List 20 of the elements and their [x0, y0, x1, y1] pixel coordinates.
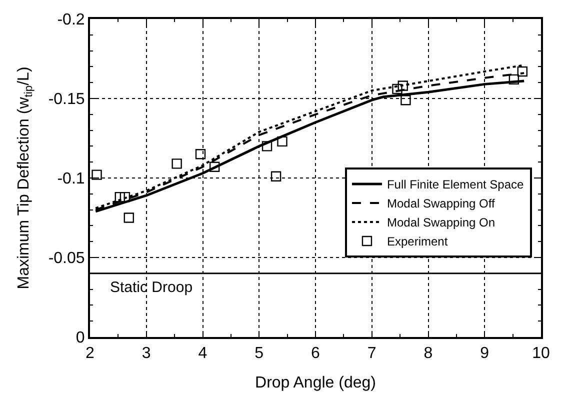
x-tick-label: 8	[424, 345, 433, 362]
x-axis-title: Drop Angle (deg)	[255, 374, 376, 392]
legend-label: Full Finite Element Space	[386, 178, 524, 192]
x-tick-label: 3	[142, 345, 151, 362]
x-tick-label: 10	[532, 345, 550, 362]
legend-label: Modal Swapping On	[386, 216, 496, 230]
legend-label: Modal Swapping Off	[386, 196, 496, 211]
x-tick-label: 9	[480, 345, 490, 362]
x-tick-label: 5	[254, 345, 264, 362]
legend-label: Experiment	[386, 234, 448, 249]
y-tick-label: 0	[76, 330, 85, 347]
x-tick-label: 4	[198, 345, 208, 362]
y-tick-label: -0.15	[48, 91, 85, 108]
x-tick-label: 6	[311, 345, 320, 362]
y-tick-label: -0.05	[48, 250, 85, 268]
ref-line-label: Static Droop	[110, 279, 193, 296]
x-tick-label: 2	[86, 345, 95, 362]
x-tick-label: 7	[367, 345, 376, 362]
y-tick-label: -0.1	[57, 170, 85, 188]
y-tick-label: -0.2	[57, 12, 85, 29]
